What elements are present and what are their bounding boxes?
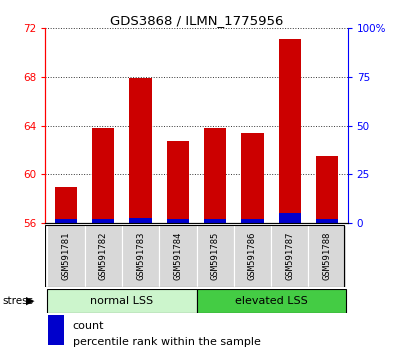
Text: GSM591787: GSM591787 [285,232,294,280]
Bar [204,128,226,223]
Bar [316,156,338,223]
Bar [55,219,77,223]
Bar [49,309,64,345]
Bar [92,128,115,223]
Title: GDS3868 / ILMN_1775956: GDS3868 / ILMN_1775956 [110,14,283,27]
Bar [167,219,189,223]
Bar [130,218,152,223]
Bar [55,187,77,223]
Bar [241,219,264,223]
Bar [130,78,152,223]
Bar [92,219,115,223]
Bar [159,225,197,287]
Bar [308,225,346,287]
Bar [85,225,122,287]
Text: percentile rank within the sample: percentile rank within the sample [73,337,260,347]
Text: stress: stress [2,296,33,306]
Text: GSM591781: GSM591781 [62,232,70,280]
Bar [278,39,301,223]
Bar [204,219,226,223]
Bar [234,225,271,287]
Text: GSM591788: GSM591788 [323,232,331,280]
Text: count: count [73,321,104,331]
Text: normal LSS: normal LSS [90,296,154,306]
Text: GSM591783: GSM591783 [136,232,145,280]
Bar [278,213,301,223]
Text: elevated LSS: elevated LSS [235,296,307,306]
Bar [271,225,308,287]
Bar [197,289,346,313]
Text: GSM591782: GSM591782 [99,232,108,280]
Bar [241,133,264,223]
Bar [47,225,85,287]
Bar [49,292,64,329]
Bar [167,142,189,223]
Text: GSM591786: GSM591786 [248,232,257,280]
Bar [122,225,159,287]
Bar [316,219,338,223]
Text: ▶: ▶ [26,296,34,306]
Text: GSM591784: GSM591784 [173,232,182,280]
Text: GSM591785: GSM591785 [211,232,220,280]
Bar [197,225,234,287]
Bar [47,289,197,313]
